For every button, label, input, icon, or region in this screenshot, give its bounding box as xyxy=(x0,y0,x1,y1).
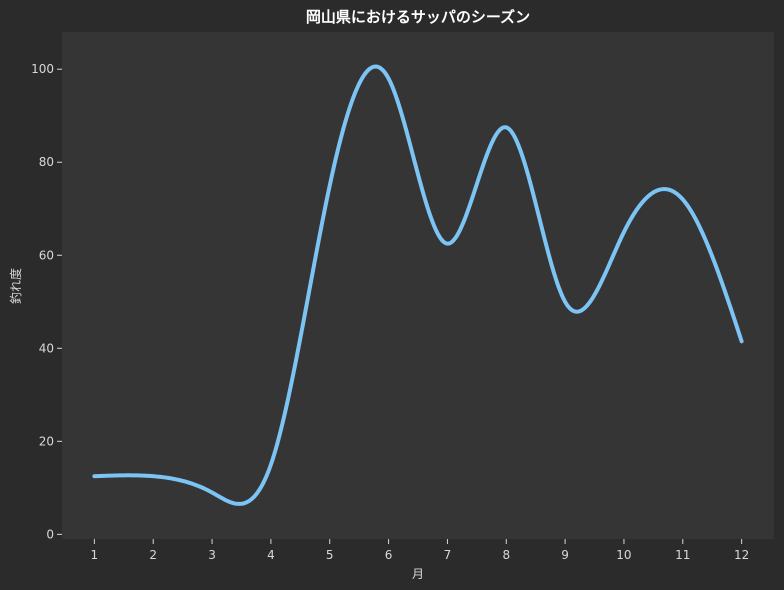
x-tick-label: 7 xyxy=(444,548,452,562)
x-tick-label: 12 xyxy=(734,548,749,562)
x-tick-label: 1 xyxy=(91,548,99,562)
y-tick-label: 80 xyxy=(39,155,54,169)
x-tick-label: 2 xyxy=(149,548,157,562)
series-line xyxy=(92,64,744,506)
x-tick-label: 3 xyxy=(208,548,216,562)
plot-area xyxy=(62,32,774,539)
x-tick-label: 6 xyxy=(385,548,393,562)
y-tick-label: 20 xyxy=(39,434,54,448)
y-tick-label: 100 xyxy=(31,62,54,76)
x-tick-label: 11 xyxy=(675,548,690,562)
x-tick-label: 4 xyxy=(267,548,275,562)
y-axis: 0 20 40 60 80 100 xyxy=(31,62,62,541)
y-tick-label: 40 xyxy=(39,341,54,355)
x-tick-label: 10 xyxy=(616,548,631,562)
series-group xyxy=(92,64,744,506)
chart-title: 岡山県におけるサッパのシーズン xyxy=(306,8,530,26)
x-tick-label: 8 xyxy=(502,548,510,562)
x-axis-label: 月 xyxy=(412,567,424,581)
y-tick-label: 0 xyxy=(46,527,54,541)
y-tick-label: 60 xyxy=(39,248,54,262)
y-axis-label: 釣れ度 xyxy=(8,268,23,304)
x-tick-label: 5 xyxy=(326,548,334,562)
x-axis: 1 2 3 4 5 6 7 8 9 10 11 12 xyxy=(91,539,749,562)
x-tick-label: 9 xyxy=(561,548,569,562)
